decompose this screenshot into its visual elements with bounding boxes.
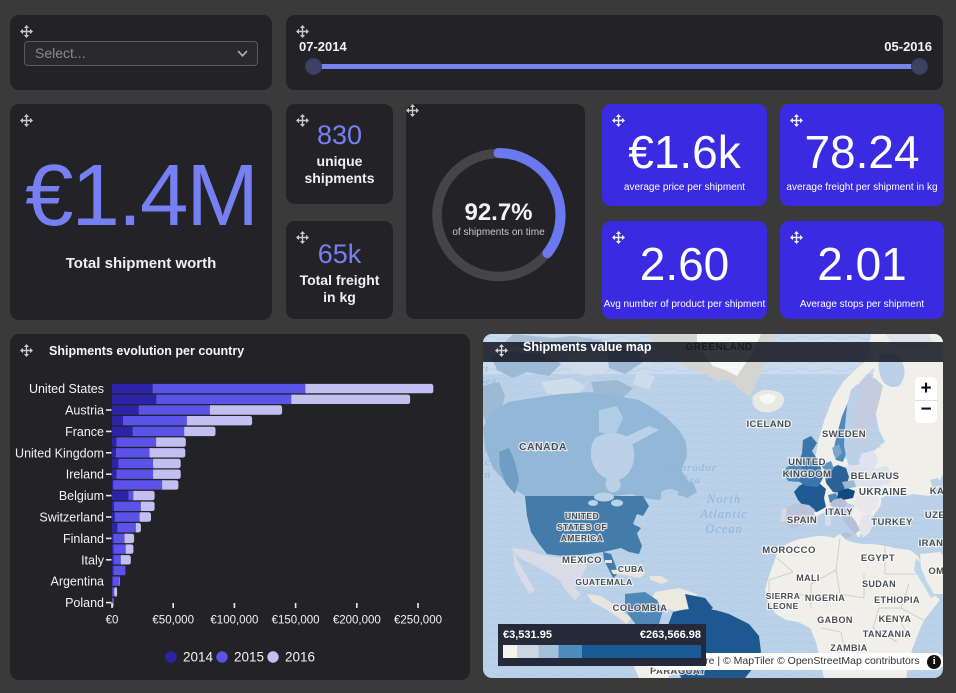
svg-text:ufort: ufort	[483, 364, 489, 375]
svg-text:CANADA: CANADA	[519, 441, 567, 453]
svg-text:SUDAN: SUDAN	[862, 579, 896, 589]
svg-text:2016: 2016	[285, 650, 315, 665]
svg-text:€200,000: €200,000	[333, 615, 381, 627]
svg-text:h: h	[485, 443, 492, 455]
svg-text:COLOMBIA: COLOMBIA	[613, 603, 668, 614]
svg-text:Sea: Sea	[683, 474, 702, 486]
svg-text:Italy: Italy	[81, 553, 105, 567]
svg-text:GUATEMALA: GUATEMALA	[575, 577, 632, 587]
svg-text:France: France	[65, 425, 104, 439]
svg-text:€50,000: €50,000	[152, 615, 194, 627]
svg-text:BELARUS: BELARUS	[851, 471, 900, 482]
svg-text:UZE: UZE	[925, 510, 943, 521]
svg-text:TURKEY: TURKEY	[871, 517, 913, 528]
svg-text:Atlantic: Atlantic	[699, 507, 748, 521]
svg-text:SPAIN: SPAIN	[787, 515, 817, 526]
svg-text:Ocean: Ocean	[705, 522, 743, 536]
svg-text:€150,000: €150,000	[272, 615, 320, 627]
svg-text:Austria: Austria	[65, 404, 104, 418]
svg-text:AMERICA: AMERICA	[561, 533, 603, 543]
svg-text:STATES OF: STATES OF	[557, 522, 607, 532]
svg-text:SWEDEN: SWEDEN	[822, 429, 866, 440]
svg-text:Ireland: Ireland	[66, 468, 104, 482]
svg-text:KENYA: KENYA	[879, 614, 912, 624]
svg-text:Sea: Sea	[483, 376, 497, 387]
svg-text:2014: 2014	[183, 650, 214, 665]
svg-text:SIERRA: SIERRA	[766, 591, 801, 601]
svg-text:2015: 2015	[234, 650, 264, 665]
svg-text:MOROCCO: MOROCCO	[762, 545, 815, 556]
svg-text:ETHIOPIA: ETHIOPIA	[874, 595, 920, 605]
svg-text:EGYPT: EGYPT	[861, 553, 895, 564]
svg-text:Switzerland: Switzerland	[39, 511, 104, 525]
svg-text:€250,000: €250,000	[394, 615, 442, 627]
svg-text:UKRAINE: UKRAINE	[859, 487, 907, 498]
svg-text:OMA: OMA	[928, 566, 943, 577]
svg-text:Labrador: Labrador	[666, 462, 717, 474]
svg-text:IRAN: IRAN	[919, 538, 943, 549]
svg-text:UNITED: UNITED	[788, 457, 826, 468]
svg-text:UNITED: UNITED	[565, 511, 599, 521]
svg-text:MALI: MALI	[796, 573, 820, 583]
svg-text:Argentina: Argentina	[50, 575, 104, 589]
svg-text:ic: ic	[483, 456, 491, 468]
svg-text:ITALY: ITALY	[825, 507, 853, 518]
svg-text:LEONE: LEONE	[767, 601, 798, 611]
svg-text:United Kingdom: United Kingdom	[15, 446, 104, 460]
svg-text:€0: €0	[106, 615, 119, 627]
svg-text:North: North	[706, 492, 741, 506]
svg-text:Finland: Finland	[63, 532, 104, 546]
svg-text:CUBA: CUBA	[618, 564, 644, 574]
svg-text:Belgium: Belgium	[59, 489, 104, 503]
svg-text:NIGERIA: NIGERIA	[805, 593, 845, 603]
svg-text:€100,000: €100,000	[210, 615, 258, 627]
svg-text:KA: KA	[930, 486, 943, 497]
svg-text:ZAMBIA: ZAMBIA	[830, 643, 867, 653]
svg-text:n: n	[485, 469, 492, 481]
svg-text:KINGDOM: KINGDOM	[783, 469, 832, 480]
svg-text:TANZANIA: TANZANIA	[863, 629, 912, 639]
svg-text:GABON: GABON	[817, 615, 853, 625]
svg-text:Poland: Poland	[65, 596, 104, 610]
svg-text:MEXICO: MEXICO	[562, 555, 602, 566]
svg-text:United States: United States	[29, 382, 104, 396]
svg-text:ICELAND: ICELAND	[746, 419, 791, 430]
